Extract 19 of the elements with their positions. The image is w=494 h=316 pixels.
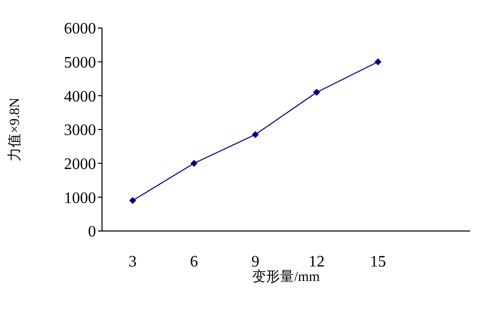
y-tick-label: 4000 <box>64 88 96 106</box>
x-tick-label: 15 <box>370 253 386 270</box>
y-tick-label: 1000 <box>64 190 96 207</box>
y-axis-title: 力值×9.8N <box>6 98 23 162</box>
x-tick-label: 12 <box>308 253 325 270</box>
x-axis-title: 变形量/mm <box>252 269 320 285</box>
y-tick-label: 0 <box>88 224 96 241</box>
x-tick-label: 6 <box>190 253 198 270</box>
x-tick-label: 3 <box>128 253 137 270</box>
point <box>313 88 320 96</box>
y-tick-label: 2000 <box>64 156 96 174</box>
y-tick-label: 6000 <box>64 20 96 38</box>
point <box>252 131 259 138</box>
point <box>374 58 382 66</box>
y-tick-label: 5000 <box>64 54 96 72</box>
x-tick-label: 9 <box>251 253 260 270</box>
point <box>190 160 198 167</box>
point <box>129 197 136 204</box>
y-tick-label: 3000 <box>64 122 96 140</box>
